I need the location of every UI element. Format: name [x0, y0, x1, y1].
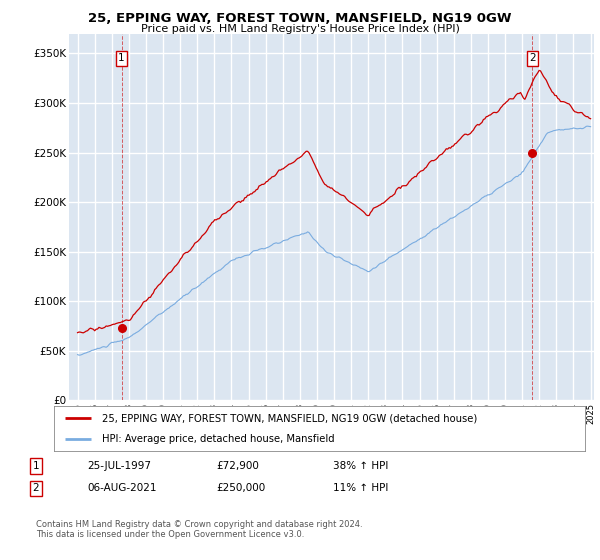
Text: Price paid vs. HM Land Registry's House Price Index (HPI): Price paid vs. HM Land Registry's House … [140, 24, 460, 34]
Text: 11% ↑ HPI: 11% ↑ HPI [333, 483, 388, 493]
Text: £250,000: £250,000 [216, 483, 265, 493]
Text: 25, EPPING WAY, FOREST TOWN, MANSFIELD, NG19 0GW: 25, EPPING WAY, FOREST TOWN, MANSFIELD, … [88, 12, 512, 25]
Text: 25-JUL-1997: 25-JUL-1997 [87, 461, 151, 471]
Text: Contains HM Land Registry data © Crown copyright and database right 2024.
This d: Contains HM Land Registry data © Crown c… [36, 520, 362, 539]
Text: 1: 1 [118, 53, 125, 63]
Text: HPI: Average price, detached house, Mansfield: HPI: Average price, detached house, Mans… [102, 433, 334, 444]
Text: 2: 2 [529, 53, 536, 63]
Text: 25, EPPING WAY, FOREST TOWN, MANSFIELD, NG19 0GW (detached house): 25, EPPING WAY, FOREST TOWN, MANSFIELD, … [102, 413, 477, 423]
Text: 1: 1 [32, 461, 40, 471]
Text: £72,900: £72,900 [216, 461, 259, 471]
Text: 38% ↑ HPI: 38% ↑ HPI [333, 461, 388, 471]
Text: 2: 2 [32, 483, 40, 493]
Text: 06-AUG-2021: 06-AUG-2021 [87, 483, 157, 493]
